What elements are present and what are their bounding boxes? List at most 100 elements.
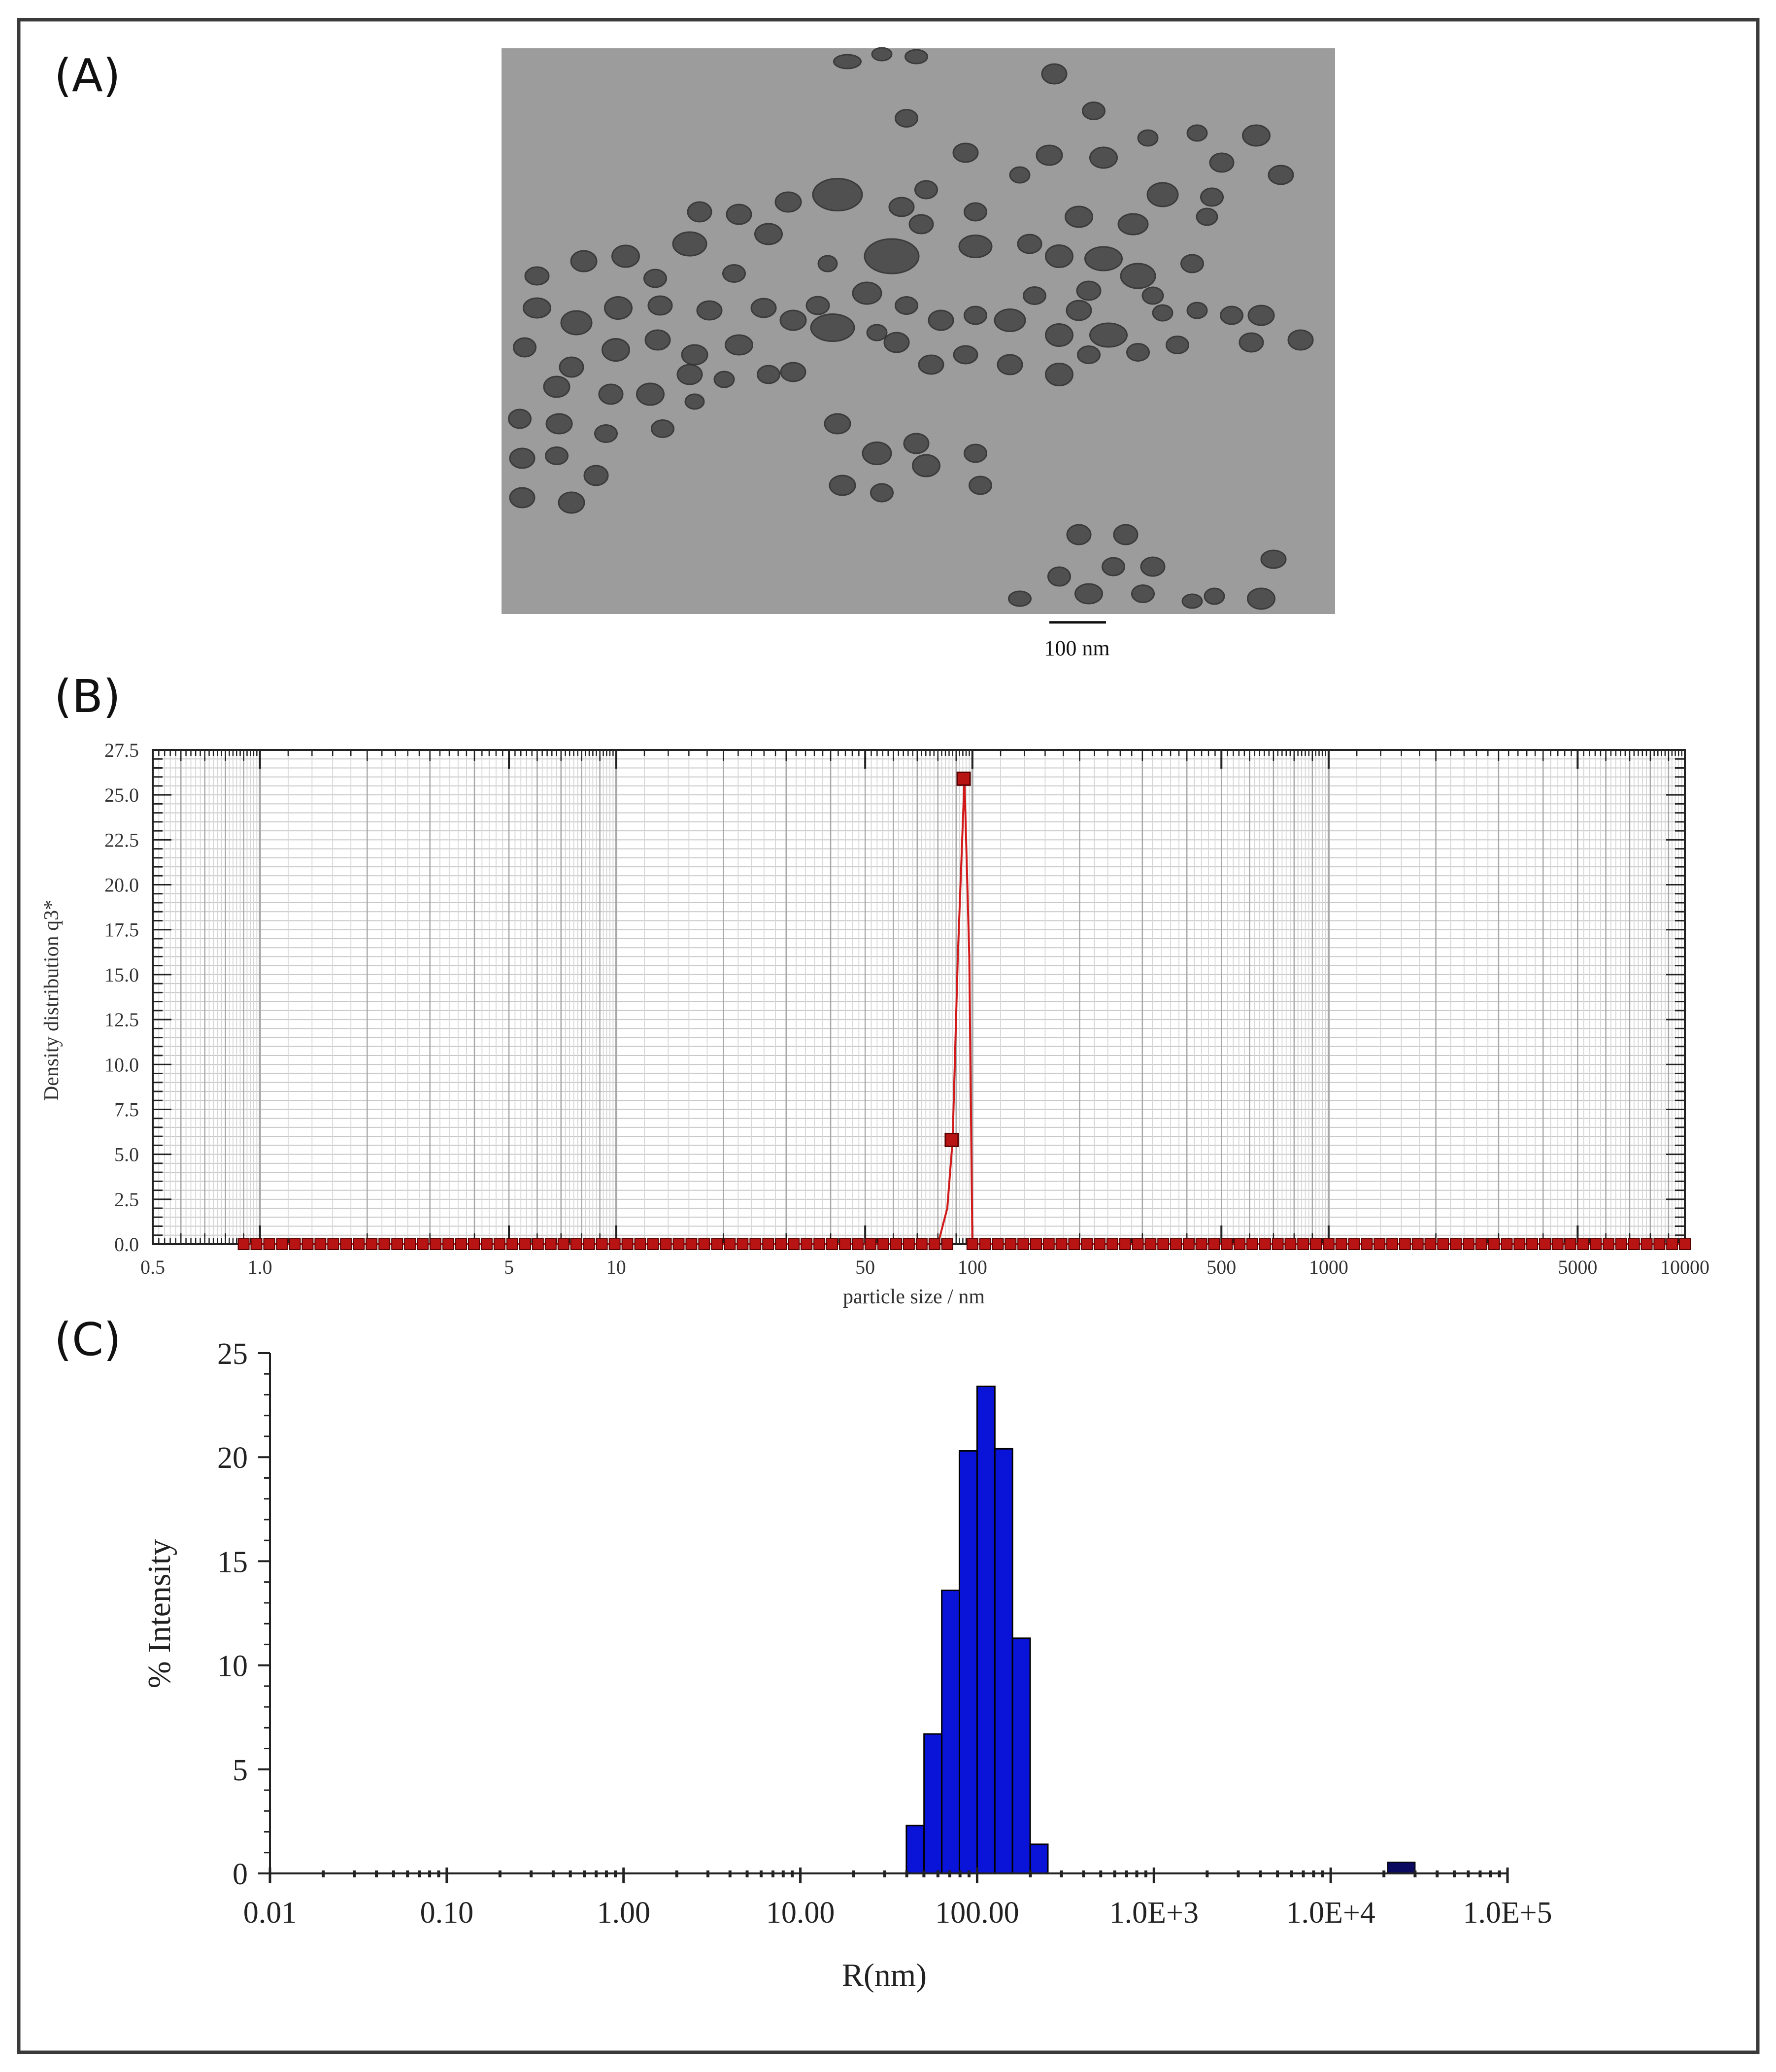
- chart-b-point: [1411, 1238, 1424, 1250]
- chart-c-y-axis-label: % Intensity: [141, 1539, 177, 1688]
- nanoparticle: [508, 408, 532, 429]
- chart-b-y-tick-label: 5.0: [114, 1144, 139, 1166]
- nanoparticle: [583, 465, 609, 486]
- chart-c-ticks: [258, 1352, 1509, 1883]
- nanoparticle: [864, 238, 920, 274]
- nanoparticle: [1102, 557, 1125, 577]
- nanoparticle: [1045, 363, 1073, 386]
- chart-b-y-tick-label: 17.5: [104, 919, 139, 941]
- chart-b-point: [314, 1238, 327, 1250]
- chart-b-gridlines: [152, 749, 1686, 1245]
- chart-b-point: [1335, 1238, 1347, 1250]
- chart-b-point: [1094, 1238, 1106, 1250]
- nanoparticle: [1120, 263, 1156, 289]
- chart-b-point: [1615, 1238, 1627, 1250]
- chart-b-point: [839, 1238, 851, 1250]
- chart-b-point: [915, 1238, 928, 1250]
- chart-c-x-axis-label: R(nm): [842, 1957, 927, 1993]
- nanoparticle: [1076, 280, 1102, 301]
- chart-b-point: [698, 1238, 710, 1250]
- nanoparticle: [829, 475, 856, 496]
- chart-b-point: [1042, 1238, 1055, 1250]
- nanoparticle: [602, 338, 630, 362]
- chart-b-point: [1437, 1238, 1449, 1250]
- nanoparticle: [866, 324, 888, 341]
- chart-b-point: [519, 1238, 531, 1250]
- chart-b-point: [417, 1238, 429, 1250]
- nanoparticle: [1041, 63, 1068, 85]
- nanoparticle: [1204, 587, 1225, 605]
- chart-b-point: [430, 1238, 442, 1250]
- nanoparticle: [1131, 584, 1155, 603]
- nanoparticle: [1082, 102, 1106, 120]
- chart-b-point: [1399, 1238, 1411, 1250]
- nanoparticle: [1247, 305, 1275, 326]
- nanoparticle: [1066, 524, 1092, 545]
- nanoparticle: [545, 446, 569, 465]
- chart-b-point: [289, 1238, 301, 1250]
- chart-b-y-tick-label: 7.5: [114, 1098, 139, 1121]
- chart-b-point: [340, 1238, 352, 1250]
- chart-b-x-tick-label: 50: [855, 1256, 875, 1278]
- nanoparticle: [833, 54, 862, 69]
- chart-b-point: [1551, 1238, 1564, 1250]
- nanoparticle: [651, 419, 674, 438]
- chart-b-point: [1310, 1238, 1322, 1250]
- nanoparticles: [508, 47, 1314, 610]
- nanoparticle: [594, 424, 618, 443]
- nanoparticle: [644, 329, 671, 351]
- chart-b-point: [353, 1238, 365, 1250]
- chart-b-y-tick-label: 25.0: [104, 784, 139, 806]
- chart-b-point: [391, 1238, 403, 1250]
- nanoparticle: [780, 362, 806, 382]
- chart-b-point: [1246, 1238, 1258, 1250]
- chart-c-bar: [923, 1733, 943, 1874]
- chart-b-point: [634, 1238, 646, 1250]
- nanoparticle: [523, 297, 551, 319]
- chart-b-point: [1182, 1238, 1195, 1250]
- nanoparticle: [824, 413, 851, 435]
- chart-b-point: [1221, 1238, 1233, 1250]
- chart-b-point: [749, 1238, 762, 1250]
- nanoparticle: [1242, 124, 1271, 147]
- dls-intensity-histogram: 0 5 10 15 20 25 0.01 0.10 1.00 10.00 100.00 1.0E+3…: [141, 1337, 1552, 1993]
- chart-b-x-tick-labels: 0.5 1.0 5 10 50 100 500 1000 5000 10000: [140, 1256, 1709, 1278]
- nanoparticle: [1268, 165, 1294, 185]
- chart-b-point: [1297, 1238, 1309, 1250]
- chart-b-point: [583, 1238, 595, 1250]
- nanoparticle: [543, 375, 570, 398]
- nanoparticle: [1084, 246, 1123, 272]
- chart-b-point: [276, 1238, 288, 1250]
- chart-b-series: [237, 771, 1691, 1250]
- chart-b-point: [1564, 1238, 1576, 1250]
- chart-b-point: [1322, 1238, 1335, 1250]
- nanoparticle: [908, 214, 934, 235]
- nanoparticle: [883, 332, 910, 353]
- chart-b-point: [1144, 1238, 1157, 1250]
- nanoparticle: [676, 364, 703, 385]
- chart-b-point: [1081, 1238, 1093, 1250]
- nanoparticle: [1023, 286, 1046, 305]
- chart-b-point: [1272, 1238, 1284, 1250]
- chart-b-y-tick-label: 15.0: [104, 964, 139, 986]
- nanoparticle: [722, 264, 746, 283]
- chart-b-point: [263, 1238, 275, 1250]
- nanoparticle: [928, 309, 954, 331]
- chart-b-point: [1195, 1238, 1207, 1250]
- chart-b-point: [979, 1238, 991, 1250]
- nanoparticle: [726, 204, 752, 225]
- chart-b-point: [1348, 1238, 1360, 1250]
- nanoparticle: [1239, 332, 1264, 353]
- nanoparticle: [1036, 144, 1063, 166]
- nanoparticle: [895, 296, 918, 315]
- nanoparticle: [598, 383, 624, 405]
- nanoparticle: [513, 337, 536, 358]
- nanoparticle: [647, 295, 673, 316]
- chart-b-point: [302, 1238, 314, 1250]
- nanoparticle: [964, 202, 987, 222]
- chart-b-point: [1234, 1238, 1246, 1250]
- chart-c-y-tick-label: 20: [217, 1441, 248, 1475]
- chart-b-point: [544, 1238, 557, 1250]
- nanoparticle: [559, 356, 584, 378]
